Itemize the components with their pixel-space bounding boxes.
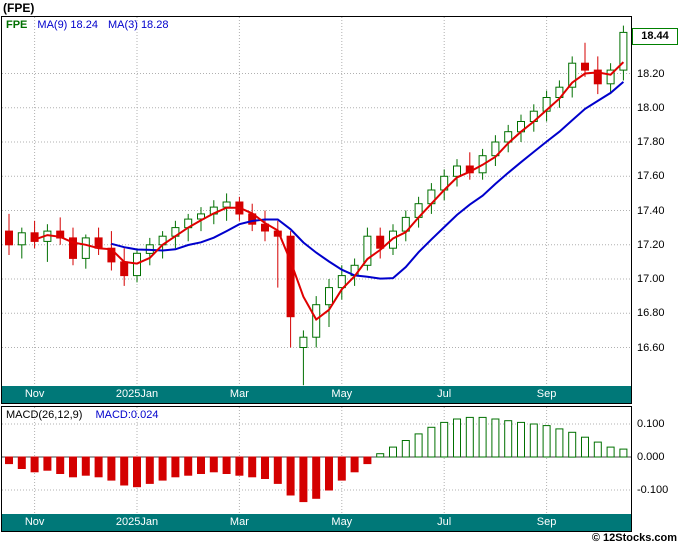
page-title: (FPE) — [3, 1, 35, 15]
legend-item: MA(3) 18.28 — [107, 19, 169, 31]
month-label: May — [331, 388, 353, 400]
month-label: Nov — [24, 388, 45, 400]
macd-tick-label: 0.000 — [637, 451, 665, 463]
last-price-box: 18.44 — [632, 28, 678, 46]
month-label: Jul — [437, 516, 452, 528]
month-label: Mar — [229, 388, 249, 400]
month-label: 2025Jan — [115, 388, 159, 400]
month-label: May — [331, 516, 353, 528]
price-tick-label: 18.00 — [637, 101, 665, 114]
month-label: Jul — [437, 388, 452, 400]
month-label: Sep — [536, 388, 557, 400]
price-tick-label: 18.20 — [637, 67, 665, 80]
legend-item: MA(9) 18.24 — [37, 19, 98, 31]
price-tick-label: 17.20 — [637, 238, 665, 251]
month-axis-band: Nov 2025Jan Mar May Jul Sep — [2, 386, 631, 403]
macd-tick-label: -0.100 — [637, 484, 669, 496]
price-chart-panel: FPE MA(9) 18.24 MA(3) 18.28 Nov 2025Jan Mar M… — [1, 16, 632, 404]
price-tick-label: 17.60 — [637, 170, 665, 183]
legend-item: FPE — [6, 19, 28, 31]
price-tick-label: 17.00 — [637, 273, 665, 285]
price-tick-label: 17.80 — [637, 136, 665, 148]
macd-axis: 0.100 0.000 -0.100 — [632, 406, 680, 532]
price-chart-legend: FPE MA(9) 18.24 MA(3) 18.28 — [6, 19, 178, 31]
macd-legend-label: MACD(26,12,9) — [6, 409, 83, 421]
price-axis: 18.44 18.20 18.00 17.80 17.60 17.40 17.20 17.0… — [632, 16, 680, 404]
month-label: Sep — [536, 516, 557, 528]
month-axis-band: Nov 2025Jan Mar May Jul Sep — [2, 514, 631, 531]
month-label: Nov — [24, 516, 45, 528]
price-tick-label: 16.60 — [637, 341, 665, 354]
macd-histogram-plot — [2, 407, 631, 514]
copyright: © 12Stocks.com — [591, 532, 677, 544]
macd-legend: MACD(26,12,9) MACD:0.024 — [6, 409, 168, 421]
macd-chart-panel: MACD(26,12,9) MACD:0.024 Nov 2025Jan Mar Ma… — [1, 406, 632, 532]
macd-tick-label: 0.100 — [637, 418, 665, 430]
candlestick-plot — [2, 17, 631, 386]
month-label: Mar — [229, 516, 249, 528]
macd-legend-value: MACD:0.024 — [95, 409, 159, 421]
price-tick-label: 17.40 — [637, 204, 665, 217]
price-tick-label: 16.80 — [637, 307, 665, 320]
month-label: 2025Jan — [115, 516, 159, 528]
